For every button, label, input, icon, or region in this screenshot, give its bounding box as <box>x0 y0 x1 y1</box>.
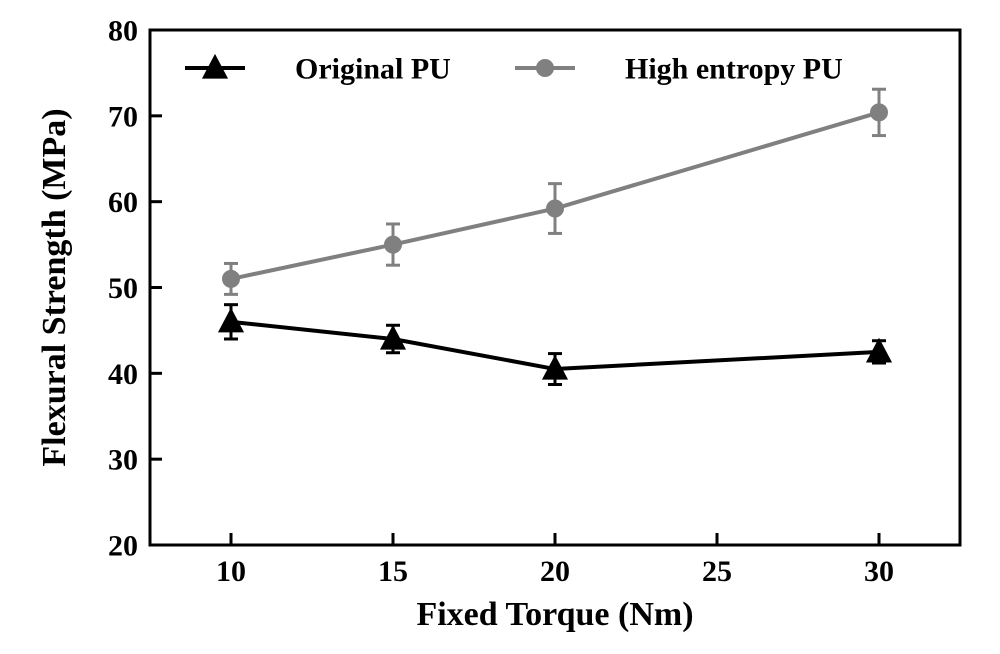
y-tick-label: 50 <box>108 272 138 305</box>
y-tick-label: 20 <box>108 530 138 563</box>
x-tick-label: 30 <box>864 555 894 588</box>
chart-svg: 10 15 20 25 30 20 30 40 50 60 70 80 Fixed Torque (Nm… <box>0 0 1000 654</box>
y-axis-label: Flexural Strength (MPa) <box>36 108 73 466</box>
x-tick-label: 25 <box>702 555 732 588</box>
marker-high <box>385 237 401 253</box>
y-tick-label: 30 <box>108 444 138 477</box>
marker-high <box>223 271 239 287</box>
y-tick-label: 70 <box>108 100 138 133</box>
chart-container: 10 15 20 25 30 20 30 40 50 60 70 80 Fixed Torque (Nm… <box>0 0 1000 654</box>
y-tick-label: 40 <box>108 358 138 391</box>
marker-high <box>547 201 563 217</box>
x-tick-label: 10 <box>216 555 246 588</box>
y-tick-label: 80 <box>108 15 138 48</box>
marker-high <box>871 104 887 120</box>
y-tick-label: 60 <box>108 186 138 219</box>
x-tick-label: 15 <box>378 555 408 588</box>
legend-label: High entropy PU <box>625 53 843 86</box>
legend-marker <box>537 60 553 76</box>
x-tick-label: 20 <box>540 555 570 588</box>
x-axis-label: Fixed Torque (Nm) <box>416 596 693 633</box>
legend-label: Original PU <box>295 53 451 86</box>
